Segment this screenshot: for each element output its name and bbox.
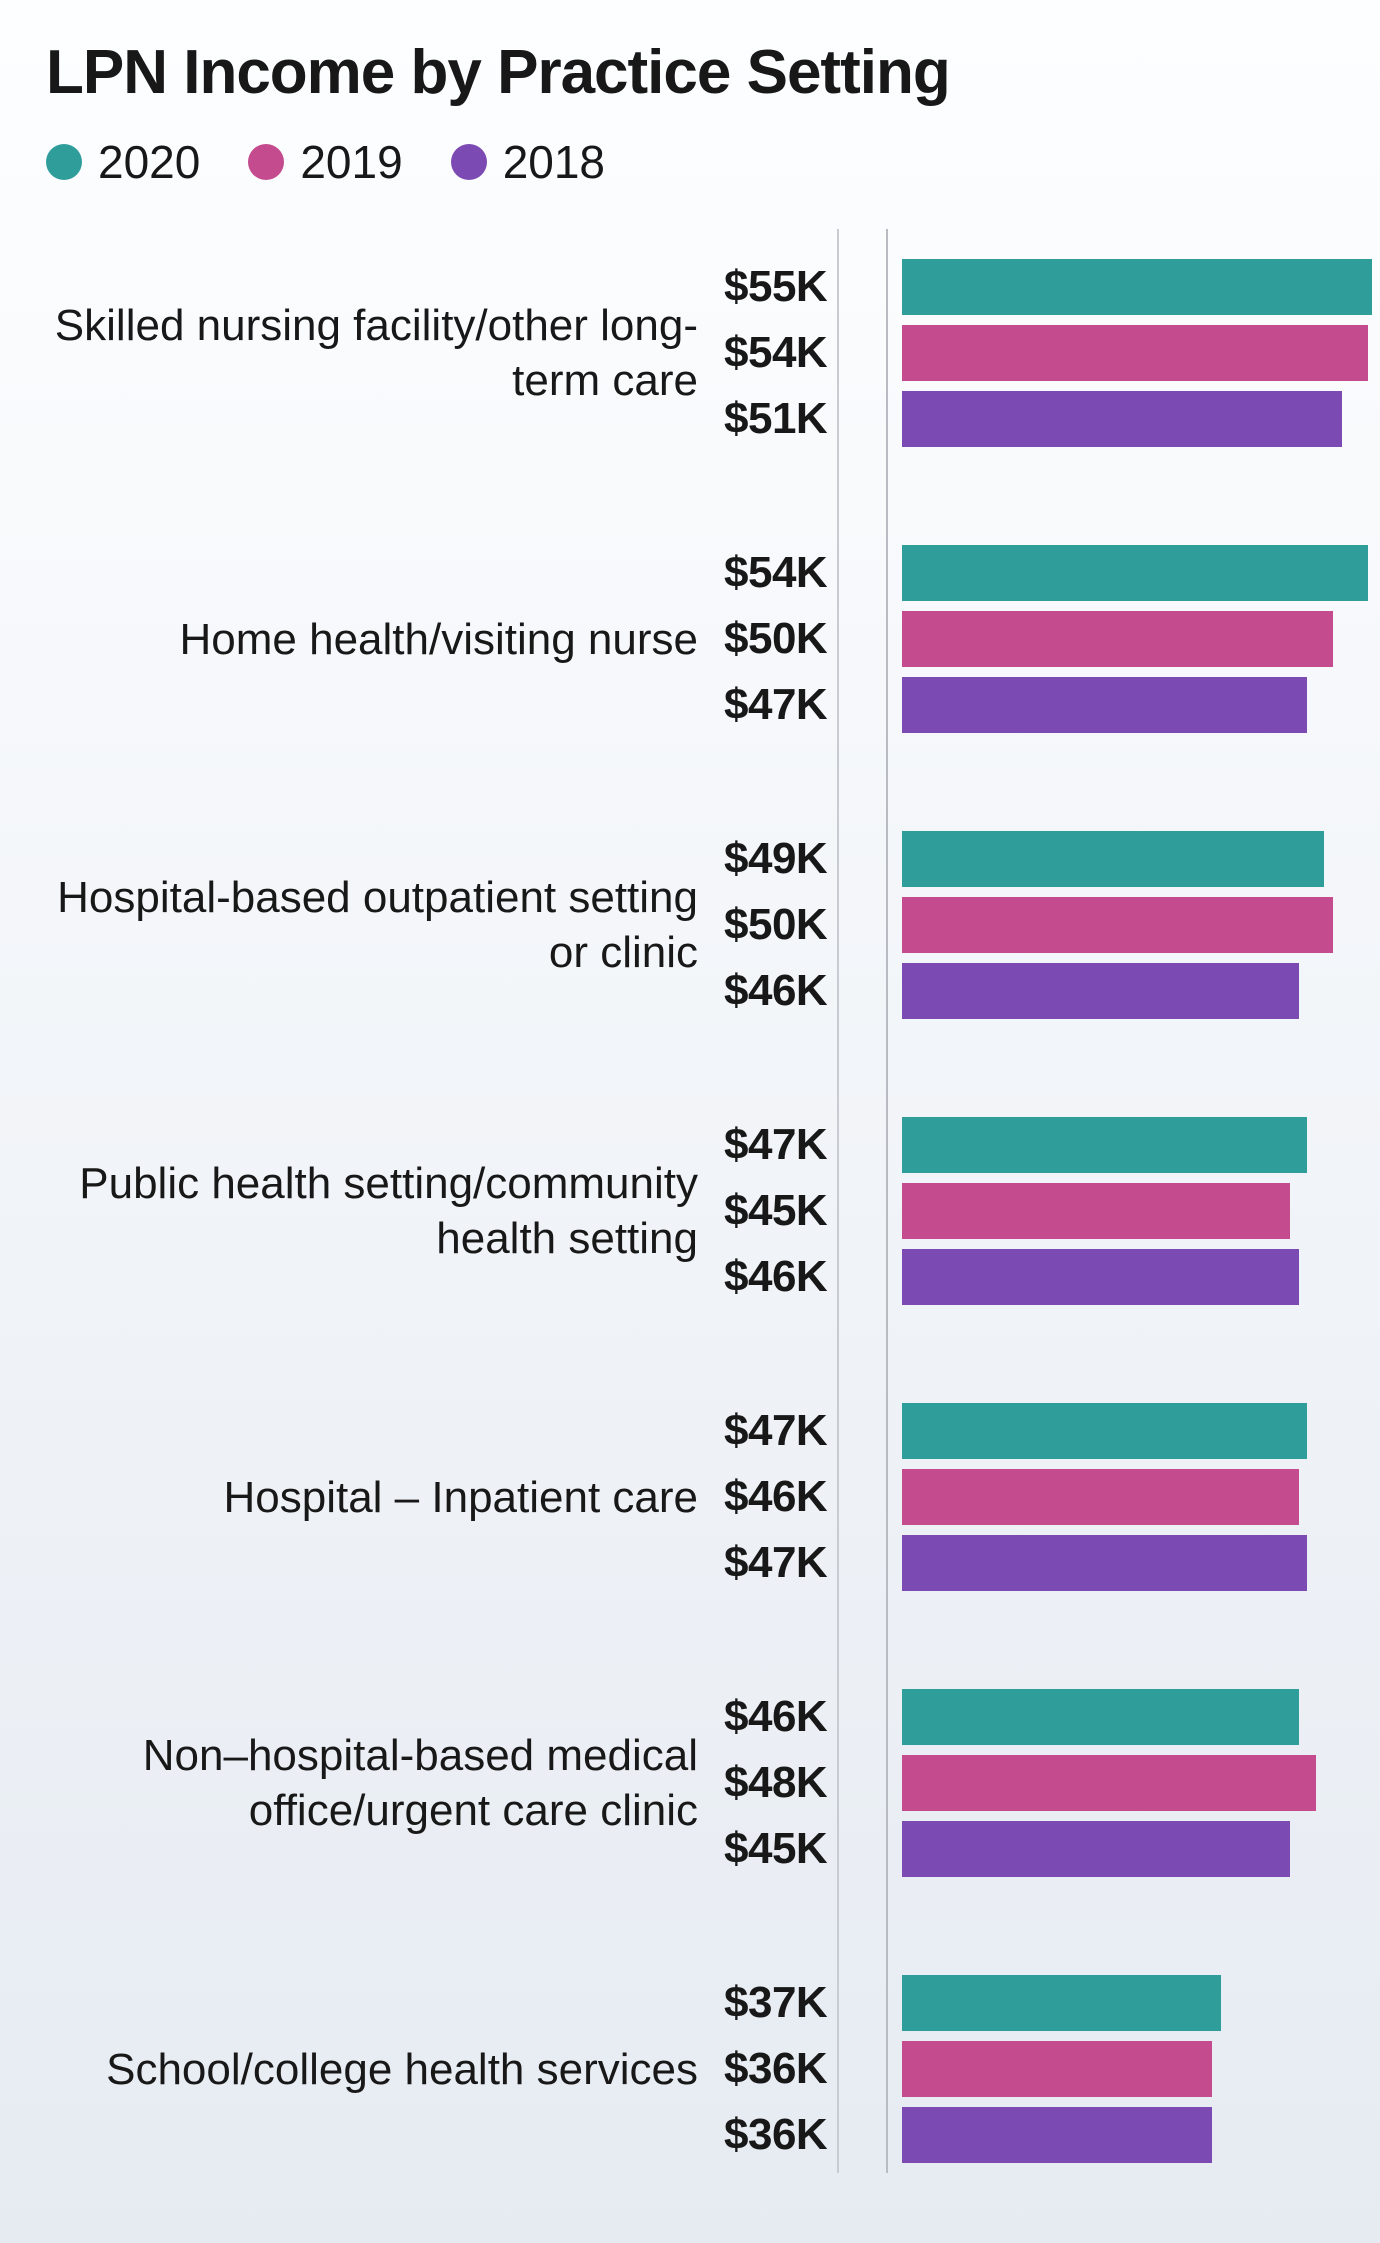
value-label: $47K — [724, 1539, 854, 1587]
legend-swatch — [46, 144, 82, 180]
legend-item: 2020 — [46, 135, 200, 189]
bar-cell — [872, 325, 1372, 381]
legend-item: 2018 — [451, 135, 605, 189]
bar-cell — [872, 1821, 1372, 1877]
bar-cell — [872, 1975, 1372, 2031]
chart-group: Hospital-based outpatient setting or cli… — [46, 831, 1334, 1019]
value-label: $36K — [724, 2111, 854, 2159]
bar — [902, 1117, 1307, 1173]
bar — [902, 831, 1324, 887]
bar — [902, 391, 1342, 447]
bar-cell — [872, 963, 1372, 1019]
chart-group: Public health setting/community health s… — [46, 1117, 1334, 1305]
chart-group: Skilled nursing facility/other long-term… — [46, 259, 1334, 447]
bar-cell — [872, 677, 1372, 733]
value-label: $46K — [724, 1473, 854, 1521]
category-label: School/college health services — [46, 2042, 706, 2097]
bar — [902, 259, 1372, 315]
value-label: $46K — [724, 1253, 854, 1301]
value-label: $45K — [724, 1825, 854, 1873]
chart-group: Non–hospital-based medical office/urgent… — [46, 1689, 1334, 1877]
category-label: Skilled nursing facility/other long-term… — [46, 298, 706, 408]
bar-cell — [872, 1183, 1372, 1239]
value-label: $49K — [724, 835, 854, 883]
value-label: $50K — [724, 615, 854, 663]
chart-group: Home health/visiting nurse $54K $50K $47K — [46, 545, 1334, 733]
bar-cell — [872, 1117, 1372, 1173]
bar — [902, 1249, 1299, 1305]
bar — [902, 1183, 1290, 1239]
value-label: $47K — [724, 1121, 854, 1169]
bar — [902, 611, 1333, 667]
category-label: Home health/visiting nurse — [46, 612, 706, 667]
value-label: $48K — [724, 1759, 854, 1807]
bar — [902, 325, 1368, 381]
bar — [902, 1975, 1221, 2031]
value-label: $47K — [724, 1407, 854, 1455]
bar-cell — [872, 2041, 1372, 2097]
legend-label: 2020 — [98, 135, 200, 189]
legend: 2020 2019 2018 — [46, 135, 1334, 189]
bar — [902, 963, 1299, 1019]
value-label: $45K — [724, 1187, 854, 1235]
value-label: $46K — [724, 967, 854, 1015]
value-label: $54K — [724, 329, 854, 377]
value-label: $46K — [724, 1693, 854, 1741]
bar — [902, 1535, 1307, 1591]
value-label: $50K — [724, 901, 854, 949]
bar-cell — [872, 545, 1372, 601]
category-label: Non–hospital-based medical office/urgent… — [46, 1728, 706, 1838]
value-label: $55K — [724, 263, 854, 311]
bar-cell — [872, 1469, 1372, 1525]
bar — [902, 1469, 1299, 1525]
bar-cell — [872, 897, 1372, 953]
bar — [902, 545, 1368, 601]
chart-group: School/college health services $37K $36K $3… — [46, 1975, 1334, 2163]
legend-swatch — [248, 144, 284, 180]
category-label: Hospital-based outpatient setting or cli… — [46, 870, 706, 980]
bar-cell — [872, 1249, 1372, 1305]
legend-label: 2018 — [503, 135, 605, 189]
chart-group: Hospital – Inpatient care $47K $46K $47K — [46, 1403, 1334, 1591]
bar-cell — [872, 259, 1372, 315]
bar — [902, 1755, 1316, 1811]
category-label: Hospital – Inpatient care — [46, 1470, 706, 1525]
bar — [902, 2107, 1212, 2163]
value-label: $47K — [724, 681, 854, 729]
legend-label: 2019 — [300, 135, 402, 189]
bar-cell — [872, 1535, 1372, 1591]
bar-chart: Skilled nursing facility/other long-term… — [46, 259, 1334, 2163]
bar — [902, 2041, 1212, 2097]
bar — [902, 1403, 1307, 1459]
chart-title: LPN Income by Practice Setting — [46, 40, 1334, 105]
bar — [902, 1821, 1290, 1877]
bar — [902, 1689, 1299, 1745]
legend-swatch — [451, 144, 487, 180]
bar-cell — [872, 1689, 1372, 1745]
bar-cell — [872, 391, 1372, 447]
bar — [902, 897, 1333, 953]
bar-cell — [872, 1403, 1372, 1459]
bar-cell — [872, 611, 1372, 667]
value-label: $54K — [724, 549, 854, 597]
value-label: $36K — [724, 2045, 854, 2093]
value-label: $51K — [724, 395, 854, 443]
category-label: Public health setting/community health s… — [46, 1156, 706, 1266]
legend-item: 2019 — [248, 135, 402, 189]
bar-cell — [872, 2107, 1372, 2163]
bar-cell — [872, 831, 1372, 887]
bar-cell — [872, 1755, 1372, 1811]
value-label: $37K — [724, 1979, 854, 2027]
bar — [902, 677, 1307, 733]
